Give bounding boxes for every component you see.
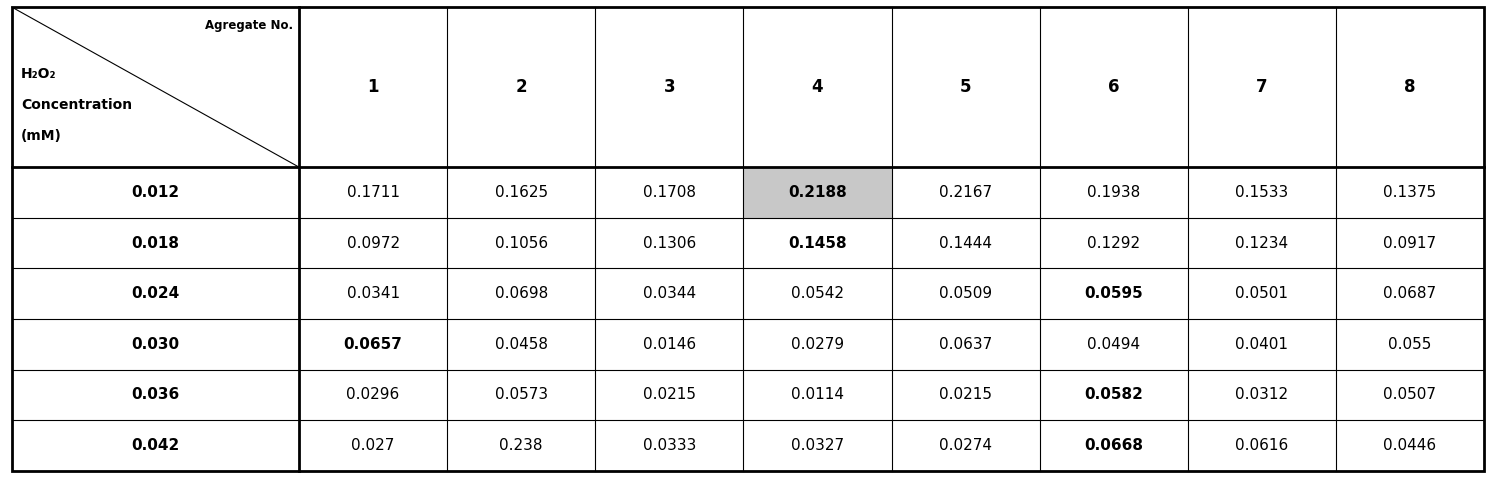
Text: 0.238: 0.238 xyxy=(500,438,543,453)
Text: 0.0542: 0.0542 xyxy=(791,286,844,301)
Text: 0.027: 0.027 xyxy=(352,438,395,453)
Text: 0.036: 0.036 xyxy=(132,387,180,402)
Text: 0.2188: 0.2188 xyxy=(788,185,847,200)
Text: Concentration: Concentration xyxy=(21,98,132,112)
Text: 0.1938: 0.1938 xyxy=(1088,185,1140,200)
Text: 6: 6 xyxy=(1109,78,1119,96)
Text: 0.0401: 0.0401 xyxy=(1236,337,1288,352)
Text: 0.0616: 0.0616 xyxy=(1236,438,1288,453)
Text: 0.0296: 0.0296 xyxy=(347,387,399,402)
Text: 0.0279: 0.0279 xyxy=(791,337,844,352)
Text: 0.0312: 0.0312 xyxy=(1236,387,1288,402)
Text: 0.0507: 0.0507 xyxy=(1384,387,1436,402)
Text: 0.1708: 0.1708 xyxy=(643,185,696,200)
Text: 0.0582: 0.0582 xyxy=(1085,387,1143,402)
Text: 0.0698: 0.0698 xyxy=(495,286,548,301)
Text: 0.018: 0.018 xyxy=(132,236,180,250)
Text: 0.1292: 0.1292 xyxy=(1088,236,1140,250)
Text: 0.030: 0.030 xyxy=(132,337,180,352)
Text: 0.1056: 0.1056 xyxy=(495,236,548,250)
Text: 0.0668: 0.0668 xyxy=(1085,438,1143,453)
Text: 0.2167: 0.2167 xyxy=(939,185,992,200)
Text: 0.0446: 0.0446 xyxy=(1384,438,1436,453)
Text: 7: 7 xyxy=(1257,78,1267,96)
Text: 1: 1 xyxy=(368,78,378,96)
Text: 0.0501: 0.0501 xyxy=(1236,286,1288,301)
Text: 0.0573: 0.0573 xyxy=(495,387,548,402)
Text: 0.0595: 0.0595 xyxy=(1085,286,1143,301)
Text: 0.012: 0.012 xyxy=(132,185,180,200)
Text: 0.024: 0.024 xyxy=(132,286,180,301)
Text: 0.0274: 0.0274 xyxy=(939,438,992,453)
Text: 0.0327: 0.0327 xyxy=(791,438,844,453)
Text: 0.0687: 0.0687 xyxy=(1384,286,1436,301)
Text: 2: 2 xyxy=(516,78,527,96)
Text: 0.0972: 0.0972 xyxy=(347,236,399,250)
Text: 0.1306: 0.1306 xyxy=(643,236,696,250)
Text: 0.0494: 0.0494 xyxy=(1088,337,1140,352)
Text: 0.1458: 0.1458 xyxy=(788,236,847,250)
Text: 0.0215: 0.0215 xyxy=(939,387,992,402)
Text: 0.1533: 0.1533 xyxy=(1236,185,1288,200)
Text: 0.1711: 0.1711 xyxy=(347,185,399,200)
Text: 4: 4 xyxy=(812,78,823,96)
Text: 0.055: 0.055 xyxy=(1388,337,1432,352)
Text: 0.1444: 0.1444 xyxy=(939,236,992,250)
Text: 0.0114: 0.0114 xyxy=(791,387,844,402)
Text: 8: 8 xyxy=(1405,78,1415,96)
Text: 0.0458: 0.0458 xyxy=(495,337,548,352)
Text: H₂O₂: H₂O₂ xyxy=(21,67,57,81)
Text: 0.1234: 0.1234 xyxy=(1236,236,1288,250)
Text: 0.0917: 0.0917 xyxy=(1384,236,1436,250)
Text: (mM): (mM) xyxy=(21,129,61,143)
Text: 0.042: 0.042 xyxy=(132,438,180,453)
Bar xyxy=(744,167,892,218)
Text: 0.1625: 0.1625 xyxy=(495,185,548,200)
Text: 3: 3 xyxy=(664,78,675,96)
Text: 0.0215: 0.0215 xyxy=(643,387,696,402)
Text: 0.0341: 0.0341 xyxy=(347,286,399,301)
Text: 0.0509: 0.0509 xyxy=(939,286,992,301)
Text: 5: 5 xyxy=(960,78,971,96)
Text: 0.0344: 0.0344 xyxy=(643,286,696,301)
Text: 0.0146: 0.0146 xyxy=(643,337,696,352)
Text: 0.1375: 0.1375 xyxy=(1384,185,1436,200)
Text: 0.0657: 0.0657 xyxy=(344,337,402,352)
Text: 0.0637: 0.0637 xyxy=(939,337,992,352)
Text: 0.0333: 0.0333 xyxy=(643,438,696,453)
Text: Agregate No.: Agregate No. xyxy=(205,19,293,32)
